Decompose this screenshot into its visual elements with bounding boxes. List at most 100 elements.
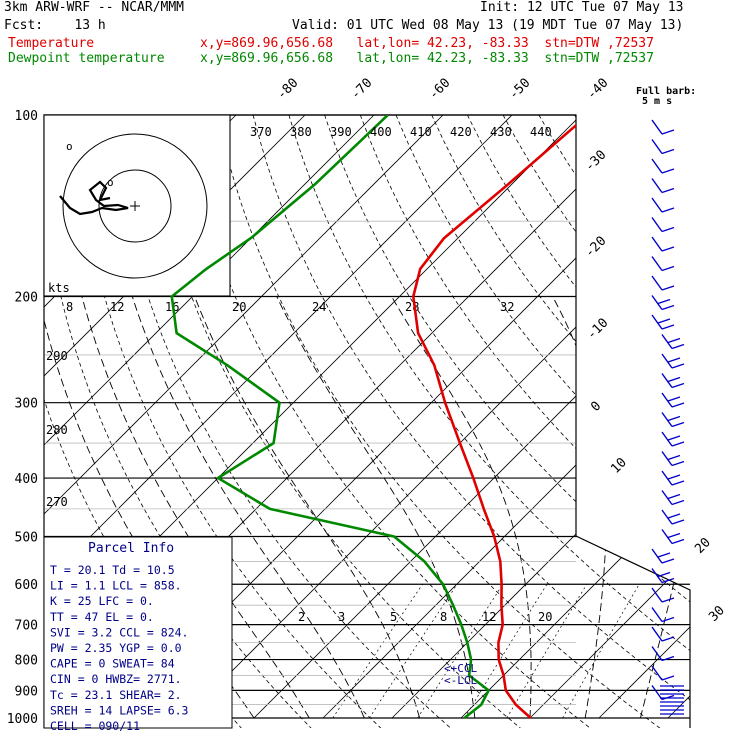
parcel-info-row: SVI = 3.2 CCL = 824. <box>50 625 188 639</box>
pressure-label-900: 900 <box>15 684 38 699</box>
isotherm-label: 30 <box>706 603 728 625</box>
isotherm-label: -80 <box>274 76 301 103</box>
wind-barb <box>661 373 685 389</box>
isotherm-label: -70 <box>348 76 375 103</box>
hodograph-speed-label: 12 <box>110 300 124 314</box>
theta-e-label: 400 <box>370 125 392 139</box>
mixing-ratio-line <box>369 584 458 719</box>
barb-key-unit: 5 m s <box>642 96 672 107</box>
theta-e-label: 380 <box>290 125 312 139</box>
model-title: 3km ARW-WRF -- NCAR/MMM <box>4 0 185 15</box>
wind-barb <box>651 217 675 233</box>
wind-barb <box>661 431 685 447</box>
wind-barb <box>651 139 675 155</box>
dry-adiabat-line <box>44 115 314 728</box>
dry-adiabat-line <box>109 115 454 728</box>
dry-adiabat-line <box>324 115 690 728</box>
mixing-ratio-label: 3 <box>338 610 345 624</box>
dry-adiabat-line <box>609 115 690 728</box>
isotherm-label: 20 <box>692 535 714 557</box>
isotherm-label: 0 <box>588 399 604 415</box>
wind-barb <box>651 275 675 291</box>
wind-barb <box>651 626 675 642</box>
parcel-info-row: Tc = 23.1 SHEAR= 2. <box>50 688 182 702</box>
wind-barb <box>661 529 685 545</box>
wind-barb <box>661 412 685 428</box>
wind-barb <box>651 646 675 662</box>
lcl-marker: <-LCL <box>444 674 477 687</box>
wind-barb <box>651 119 675 135</box>
wind-barb <box>661 451 685 467</box>
isotherm-label: -50 <box>506 76 533 103</box>
parcel-info-row: CELL = 090/11 <box>50 719 140 733</box>
parcel-info-row: CAPE = 0 SWEAT= 84 <box>50 657 175 671</box>
init-time: Init: 12 UTC Tue 07 May 13 <box>480 0 684 15</box>
hodograph-ring <box>62 133 208 279</box>
wind-barb <box>651 665 675 681</box>
pressure-label-300: 300 <box>15 397 38 412</box>
pressure-label-400: 400 <box>15 472 38 487</box>
wind-barb <box>661 353 685 369</box>
moist-adiabat-line <box>276 296 476 719</box>
wind-barb <box>651 607 675 623</box>
isotherm-line <box>44 115 375 719</box>
wind-barb <box>661 509 685 525</box>
mixing-ratio-label: 8 <box>440 610 447 624</box>
mixing-ratio-line <box>464 584 548 719</box>
wind-barb <box>651 568 675 584</box>
theta-e-label: 440 <box>530 125 552 139</box>
isotherm-line <box>460 115 690 719</box>
dry-adiabat-line <box>217 115 664 728</box>
pressure-label-1000: 1000 <box>7 712 38 727</box>
pressure-label-200: 200 <box>15 291 38 306</box>
parcel-info-title: Parcel Info <box>88 541 174 556</box>
theta-label: 270 <box>46 495 68 509</box>
hodograph-ring <box>98 169 172 243</box>
mixing-ratio-label: 12 <box>482 610 496 624</box>
dry-adiabat-line <box>467 115 690 728</box>
moist-adiabat-line <box>639 296 690 719</box>
parcel-info-row: SREH = 14 LAPSE= 6.3 <box>50 703 189 717</box>
isotherm-line <box>391 115 690 719</box>
isotherm-label: 10 <box>608 455 630 477</box>
parcel-info-row: CIN = 0 HWBZ= 2771. <box>50 672 182 686</box>
isotherm-line <box>529 115 690 719</box>
dry-adiabat-line <box>717 115 740 731</box>
hodograph-speed-label: 20 <box>232 300 246 314</box>
theta-e-label: 390 <box>330 125 352 139</box>
theta-label: 280 <box>46 423 68 437</box>
dry-adiabat-line <box>395 115 690 728</box>
theta-e-label: 370 <box>250 125 272 139</box>
parcel-info-row: TT = 47 EL = 0. <box>50 610 154 624</box>
mixing-ratio-label: 2 <box>298 610 305 624</box>
moist-adiabat-line <box>391 296 532 719</box>
pressure-label-700: 700 <box>15 619 38 634</box>
temperature-legend: Temperature <box>8 36 95 51</box>
dry-adiabat-line <box>538 115 690 728</box>
wind-barb <box>651 295 675 311</box>
dry-adiabat-line <box>431 115 690 728</box>
parcel-info-row: PW = 2.35 YGP = 0.0 <box>50 641 182 655</box>
theta-e-label: 410 <box>410 125 432 139</box>
parcel-info-panel <box>43 536 233 729</box>
barb-key-label: Full barb: <box>636 86 696 97</box>
hodograph-speed-label: 8 <box>66 300 73 314</box>
hodograph-kts-label: kts <box>48 281 70 295</box>
pressure-label-600: 600 <box>15 578 38 593</box>
dewpoint-legend: Dewpoint temperature <box>8 51 165 66</box>
dry-adiabat-line <box>502 115 690 728</box>
wind-barb <box>661 490 685 506</box>
ccl-marker: <+CCL <box>444 662 477 675</box>
temperature-profile <box>411 115 589 719</box>
dry-adiabat-line <box>252 115 690 728</box>
wind-barb <box>651 548 675 564</box>
dewpoint-profile <box>170 115 490 720</box>
parcel-info-row: LI = 1.1 LCL = 858. <box>50 579 182 593</box>
isotherm-line <box>253 115 690 719</box>
isotherm-label: -30 <box>582 148 609 175</box>
wind-barb <box>651 158 675 174</box>
pressure-label-800: 800 <box>15 654 38 669</box>
wind-barb <box>651 197 675 213</box>
wind-barb <box>661 470 685 486</box>
